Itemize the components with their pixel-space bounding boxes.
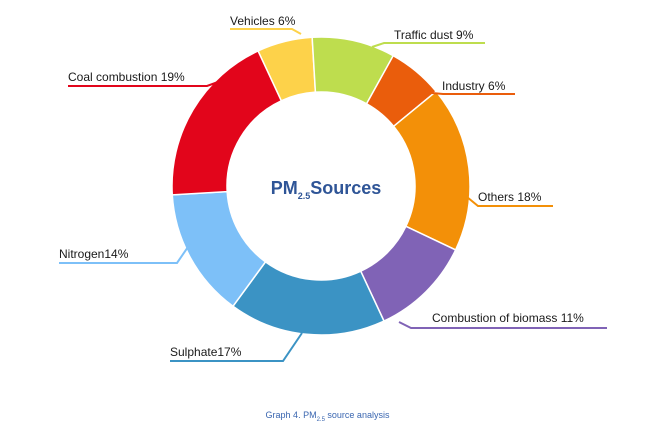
caption-sub: 2.5 bbox=[316, 416, 325, 423]
caption-suffix: source analysis bbox=[324, 410, 390, 420]
slice-label: Vehicles 6% bbox=[230, 14, 296, 28]
slice-label: Coal combustion 19% bbox=[68, 70, 185, 84]
figure-caption: Graph 4. PM2.5 source analysis bbox=[0, 410, 655, 423]
donut-slice bbox=[171, 49, 283, 196]
slice-label: Combustion of biomass 11% bbox=[432, 311, 584, 325]
donut-chart: Vehicles 6% Traffic dust 9% Industry 6% Oth… bbox=[59, 14, 607, 362]
leader-line bbox=[59, 243, 191, 264]
slice-label: Sulphate17% bbox=[170, 345, 242, 359]
leader-line bbox=[371, 42, 485, 48]
center-title-rest: Sources bbox=[310, 178, 381, 198]
leader-line bbox=[398, 321, 607, 329]
center-title: PM2.5Sources bbox=[271, 178, 382, 201]
leader-line bbox=[68, 81, 219, 87]
slice-labels: Vehicles 6% Traffic dust 9% Industry 6% Oth… bbox=[59, 14, 584, 359]
donut-slices bbox=[171, 36, 471, 336]
leader-line bbox=[431, 92, 515, 95]
leader-lines bbox=[59, 28, 607, 362]
center-title-main: PM bbox=[271, 178, 298, 198]
caption-prefix: Graph 4. PM bbox=[265, 410, 317, 420]
leader-line bbox=[230, 28, 302, 35]
slice-label: Traffic dust 9% bbox=[394, 28, 474, 42]
leader-line bbox=[466, 196, 553, 207]
leader-line bbox=[170, 332, 303, 362]
slice-label: Nitrogen14% bbox=[59, 247, 129, 261]
slice-label: Others 18% bbox=[478, 190, 542, 204]
slice-label: Industry 6% bbox=[442, 79, 506, 93]
center-title-sub: 2.5 bbox=[298, 191, 311, 201]
